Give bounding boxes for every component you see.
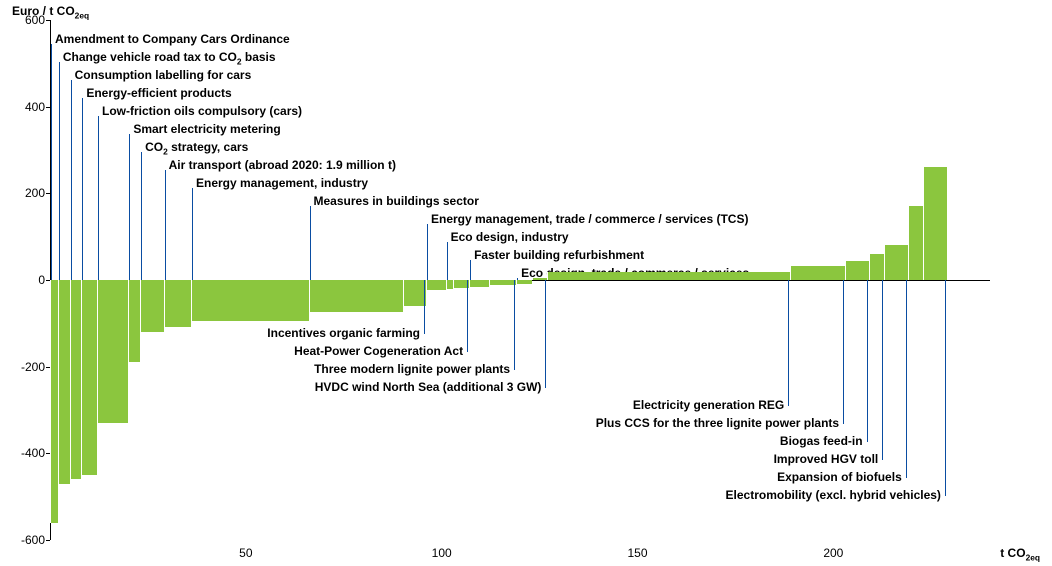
bar-label: Improved HGV toll xyxy=(774,452,879,466)
leader-line xyxy=(843,280,844,424)
y-tick-mark xyxy=(46,107,50,108)
abatement-bar xyxy=(923,167,947,280)
abatement-bar xyxy=(426,280,446,290)
abatement-bar xyxy=(516,280,532,284)
abatement-bar xyxy=(446,280,454,289)
bar-label: Change vehicle road tax to CO2 basis xyxy=(63,50,276,66)
leader-line xyxy=(310,206,311,280)
bar-label: Heat-Power Cogeneration Act xyxy=(294,344,463,358)
y-tick-mark xyxy=(46,193,50,194)
leader-line xyxy=(447,242,448,280)
leader-line xyxy=(129,134,130,280)
leader-line xyxy=(906,280,907,478)
abatement-bar xyxy=(532,278,548,280)
abatement-bar xyxy=(453,280,469,288)
leader-line xyxy=(165,170,166,280)
abatement-bar xyxy=(908,206,924,280)
leader-line xyxy=(98,116,99,280)
y-tick: -400 xyxy=(5,446,45,460)
leader-line xyxy=(945,280,946,496)
bar-label: Incentives organic farming xyxy=(267,326,420,340)
abatement-bar xyxy=(128,280,140,362)
abatement-bar xyxy=(869,254,885,280)
abatement-bar xyxy=(81,280,97,475)
abatement-bar xyxy=(191,280,309,321)
x-tick: 150 xyxy=(627,546,647,560)
bar-label: Electromobility (excl. hybrid vehicles) xyxy=(726,488,941,502)
y-tick-mark xyxy=(46,540,50,541)
y-tick: 600 xyxy=(5,13,45,27)
bar-label: Expansion of biofuels xyxy=(777,470,902,484)
y-tick: 400 xyxy=(5,100,45,114)
leader-line xyxy=(467,280,468,352)
leader-line xyxy=(71,80,72,280)
abatement-bar xyxy=(164,280,191,327)
abatement-bar xyxy=(97,280,128,423)
bar-label: Eco design, industry xyxy=(451,230,569,244)
bar-label: Biogas feed-in xyxy=(780,434,863,448)
bar-label: CO2 strategy, cars xyxy=(145,140,248,156)
bar-label: Energy management, trade / commerce / se… xyxy=(431,212,748,226)
abatement-bar xyxy=(547,272,790,280)
bar-label: Energy-efficient products xyxy=(86,86,231,100)
bar-label: Faster building refurbishment xyxy=(474,248,644,262)
leader-line xyxy=(192,188,193,280)
abatement-bar xyxy=(403,280,427,306)
abatement-bar xyxy=(884,245,908,280)
abatement-bar xyxy=(845,261,869,281)
leader-line xyxy=(427,224,428,280)
abatement-bar xyxy=(790,266,845,280)
x-tick: 50 xyxy=(239,546,252,560)
leader-line xyxy=(470,260,471,280)
bar-label: Measures in buildings sector xyxy=(314,194,479,208)
abatement-bar xyxy=(50,280,58,523)
leader-line xyxy=(82,98,83,280)
leader-line xyxy=(867,280,868,442)
x-tick: 200 xyxy=(823,546,843,560)
abatement-bar xyxy=(309,280,403,312)
leader-line xyxy=(882,280,883,460)
y-tick: 0 xyxy=(5,273,45,287)
bar-label: HVDC wind North Sea (additional 3 GW) xyxy=(315,380,542,394)
leader-line xyxy=(141,152,142,280)
y-tick: -600 xyxy=(5,533,45,547)
bar-label: Consumption labelling for cars xyxy=(75,68,252,82)
y-tick: -200 xyxy=(5,360,45,374)
bar-label: Plus CCS for the three lignite power pla… xyxy=(596,416,839,430)
bar-label: Energy management, industry xyxy=(196,176,368,190)
bar-label: Low-friction oils compulsory (cars) xyxy=(102,104,302,118)
abatement-bar xyxy=(489,280,516,285)
abatement-bar xyxy=(58,280,70,484)
bar-label: Electricity generation REG xyxy=(633,398,784,412)
abatement-bar xyxy=(70,280,82,479)
plot-area: -600-400-200020040060050100150200Amendme… xyxy=(50,20,990,540)
leader-line xyxy=(51,44,52,280)
x-tick: 100 xyxy=(432,546,452,560)
leader-line xyxy=(788,280,789,406)
y-tick: 200 xyxy=(5,186,45,200)
leader-line xyxy=(59,62,60,280)
bar-label: Three modern lignite power plants xyxy=(314,362,510,376)
bar-label: Amendment to Company Cars Ordinance xyxy=(55,32,290,46)
x-axis-label: t CO2eq xyxy=(1000,546,1040,562)
abatement-bar xyxy=(140,280,164,332)
leader-line xyxy=(514,280,515,370)
abatement-bar xyxy=(469,280,489,287)
bar-label: Smart electricity metering xyxy=(133,122,280,136)
y-tick-mark xyxy=(46,20,50,21)
bar-label: Air transport (abroad 2020: 1.9 million … xyxy=(169,158,396,172)
macc-chart: Euro / t CO2eq t CO2eq -600-400-20002004… xyxy=(0,0,1052,566)
leader-line xyxy=(545,280,546,388)
